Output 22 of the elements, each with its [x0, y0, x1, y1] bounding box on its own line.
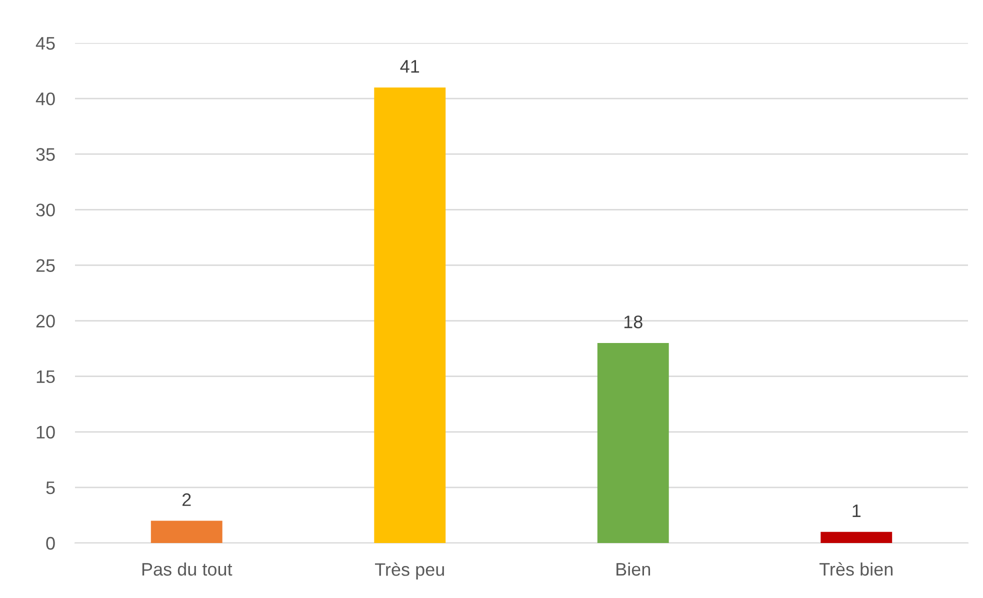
bar [150, 520, 222, 543]
y-tick-label: 35 [36, 148, 55, 161]
y-tick-label: 40 [36, 92, 55, 106]
bar [820, 532, 892, 543]
y-tick-label: 45 [36, 37, 55, 50]
x-tick-label: Très peu [374, 562, 444, 580]
data-label: 2 [182, 493, 191, 506]
data-label: 18 [624, 316, 642, 328]
y-tick-label: 10 [36, 426, 55, 439]
data-label: 41 [400, 60, 420, 73]
y-tick-label: 20 [36, 314, 55, 328]
y-tick-label: 5 [46, 482, 55, 494]
x-tick-label: Très bien [819, 562, 892, 576]
y-tick-label: 25 [36, 259, 55, 272]
bar [374, 87, 446, 543]
y-tick-label: 30 [36, 204, 55, 216]
data-label: 1 [852, 504, 861, 518]
x-tick-label: Bien [616, 562, 650, 576]
x-tick-label: Pas du tout [142, 562, 232, 576]
y-tick-label: 0 [46, 536, 55, 550]
bar [597, 343, 669, 543]
y-tick-label: 15 [36, 370, 55, 384]
